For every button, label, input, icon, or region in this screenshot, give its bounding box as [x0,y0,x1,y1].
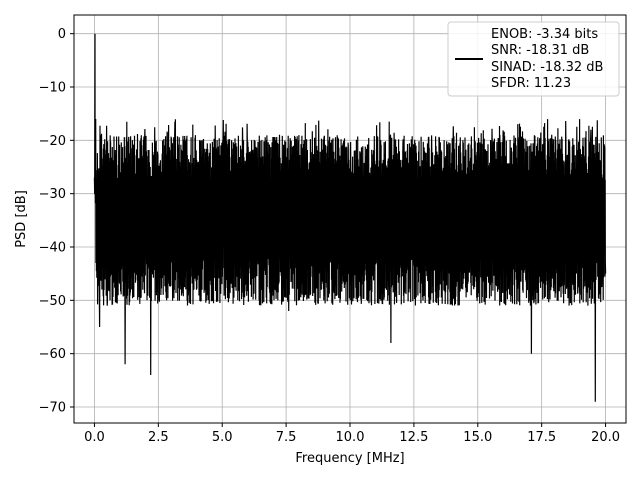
x-tick-label: 5.0 [212,430,233,445]
x-tick-label: 2.5 [148,430,169,445]
legend-sinad: SINAD: -18.32 dB [491,60,603,75]
x-tick-label: 7.5 [276,430,297,445]
legend-box [447,21,620,97]
x-tick-label: 0.0 [84,430,105,445]
data-series [93,33,607,402]
y-tick-label: −10 [39,81,66,96]
y-tick-label: −50 [39,294,66,309]
x-axis-label: Frequency [MHz] [295,451,404,466]
legend-sfdr: SFDR: 11.23 [491,76,571,91]
y-tick-label: −30 [39,187,66,202]
y-tick-label: −20 [39,134,66,149]
x-tick-label: 15.0 [463,430,492,445]
x-tick-label: 10.0 [336,430,365,445]
y-tick-label: −70 [39,401,66,416]
x-tick-label: 12.5 [399,430,428,445]
y-tick-label: −60 [39,347,66,362]
axis-ticks: 0.0 2.5 5.0 7.5 10.0 12.5 15.0 17.5 20.0 0 −10 −20 −… [39,27,620,445]
legend-enob: ENOB: -3.34 bits [491,27,598,42]
legend-snr: SNR: -18.31 dB [491,43,589,58]
x-tick-label: 17.5 [527,430,556,445]
psd-series-line [93,33,607,402]
y-tick-label: −40 [39,241,66,256]
x-tick-label: 20.0 [591,430,620,445]
y-tick-label: 0 [58,27,66,42]
y-axis-label: PSD [dB] [14,190,29,248]
legend: ENOB: -3.34 bits SNR: -18.31 dB SINAD: -… [447,21,620,97]
